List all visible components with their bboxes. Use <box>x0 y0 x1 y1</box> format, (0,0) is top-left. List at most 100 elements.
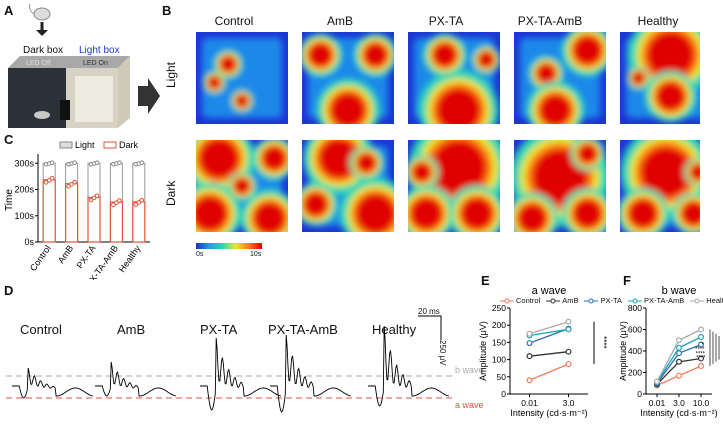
erg-trace <box>200 337 282 411</box>
series-line <box>529 351 569 357</box>
dark-box-label: Dark box <box>23 45 64 56</box>
panel-label-f: F <box>623 273 631 288</box>
data-point <box>675 337 682 344</box>
y-tick-label: 50 <box>497 372 507 382</box>
x-axis-label: Intensity (cd·s·m⁻²) <box>640 408 717 418</box>
y-tick-label: 0 <box>637 389 642 399</box>
y-tick-label: 600 <box>628 325 642 335</box>
dark-point <box>72 179 77 185</box>
dark-point <box>136 200 142 205</box>
dark-point <box>46 178 52 183</box>
dark-point <box>117 198 122 203</box>
legend-marker <box>584 298 599 303</box>
erg-label-healthy: Healthy <box>372 322 417 337</box>
data-point <box>653 378 660 385</box>
dark-point <box>133 202 139 207</box>
heatmap-tile <box>408 140 500 232</box>
x-tick-label: 3.0 <box>563 398 575 408</box>
light-point <box>72 160 77 166</box>
x-tick-label: PX-TA <box>75 243 98 270</box>
x-tick-label: 10.0 <box>693 398 710 408</box>
dark-point <box>139 197 145 203</box>
dark-point <box>49 175 55 181</box>
heatmap-tile <box>196 140 288 232</box>
legend-label: PX-TA-AmB <box>643 296 685 305</box>
legend-dark-label: Dark <box>119 140 139 150</box>
data-point <box>565 348 572 355</box>
chart-title: b wave <box>662 285 697 297</box>
y-tick-label: 250 <box>492 303 506 313</box>
series-legend: Control AmB PX-TA PX-TA-AmB Healthy <box>500 296 723 306</box>
heatmap-col-control: Control <box>214 14 254 28</box>
b-wave-marker-label: b wave <box>455 365 484 375</box>
scale-bar-time: 20 ms <box>418 307 440 316</box>
y-tick-label: 200 <box>492 320 506 330</box>
dark-compartment <box>8 68 66 128</box>
arrow-icon <box>138 78 160 114</box>
heatmap-col-amb: AmB <box>326 14 353 28</box>
data-point <box>697 341 704 348</box>
dwell-time-bar-chart: 0s 100s 200s 300s Time Light Dark Control AmB PX-… <box>4 140 150 280</box>
b-wave-line-chart: b wave 0 200 400 600 800 0.01 3.0 10.0Intensity … <box>620 285 720 418</box>
y-axis-label: Amplitude (μV) <box>478 321 488 381</box>
y-tick-label: 400 <box>628 346 642 356</box>
bar-dark <box>109 201 124 243</box>
legend-marker <box>627 298 642 303</box>
legend-item: AmB <box>546 296 578 305</box>
dark-point <box>66 184 71 189</box>
a-wave-marker-label: a wave <box>455 400 484 410</box>
significance-label: **** <box>696 351 706 357</box>
data-point <box>565 326 572 333</box>
panel-label-a: A <box>4 3 14 18</box>
panel-label-b: B <box>162 3 172 18</box>
erg-trace <box>270 334 352 413</box>
legend-label: Control <box>516 296 541 305</box>
data-point <box>697 363 704 370</box>
heatmap-col-px-ta-amb: PX-TA-AmB <box>517 14 583 28</box>
scale-min-label: 0s <box>196 251 204 258</box>
light-point <box>117 160 122 166</box>
dark-point <box>94 193 100 199</box>
panel-label-c: C <box>4 132 14 147</box>
light-point <box>139 160 145 166</box>
bar-dark <box>64 183 79 243</box>
heatmap-row-dark: Dark <box>164 180 178 206</box>
dark-point <box>43 180 49 185</box>
legend-item: PX-TA <box>584 296 622 305</box>
data-point <box>697 355 704 362</box>
y-tick-label: 0 <box>501 389 506 399</box>
data-point <box>565 361 572 368</box>
panel-label-d: D <box>4 283 14 298</box>
legend-marker <box>690 298 705 303</box>
y-tick-label: 200s <box>14 185 34 195</box>
light-dark-box-illustration <box>8 3 130 128</box>
y-tick-label: 100 <box>492 355 506 365</box>
heatmap-grid <box>196 32 700 232</box>
legend-marker <box>546 298 561 303</box>
x-axis-label: Intensity (cd·s·m⁻²) <box>510 408 587 418</box>
data-point <box>526 353 533 360</box>
erg-label-px-ta: PX-TA <box>200 322 238 337</box>
heatmap-col-px-ta: PX-TA <box>428 14 464 28</box>
legend-light-swatch <box>59 141 73 149</box>
scale-bar <box>418 315 442 340</box>
light-point <box>94 160 100 166</box>
erg-traces <box>6 315 452 413</box>
legend-label: AmB <box>562 296 579 305</box>
y-axis-label: Amplitude (μV) <box>620 321 628 381</box>
heatmap-tile <box>196 32 288 124</box>
y-tick-label: 800 <box>628 303 642 313</box>
dark-point <box>111 202 116 208</box>
scale-max-label: 10s <box>250 251 262 258</box>
significance-label: **** <box>696 356 706 362</box>
x-tick-label: 3.0 <box>673 398 685 408</box>
panel-label-e: E <box>481 273 490 288</box>
chart-title: a wave <box>532 285 567 297</box>
data-point <box>675 372 682 379</box>
data-point <box>526 330 533 337</box>
data-point <box>675 358 682 365</box>
legend-label: PX-TA <box>600 296 622 305</box>
heatmap-color-scale <box>196 243 262 249</box>
